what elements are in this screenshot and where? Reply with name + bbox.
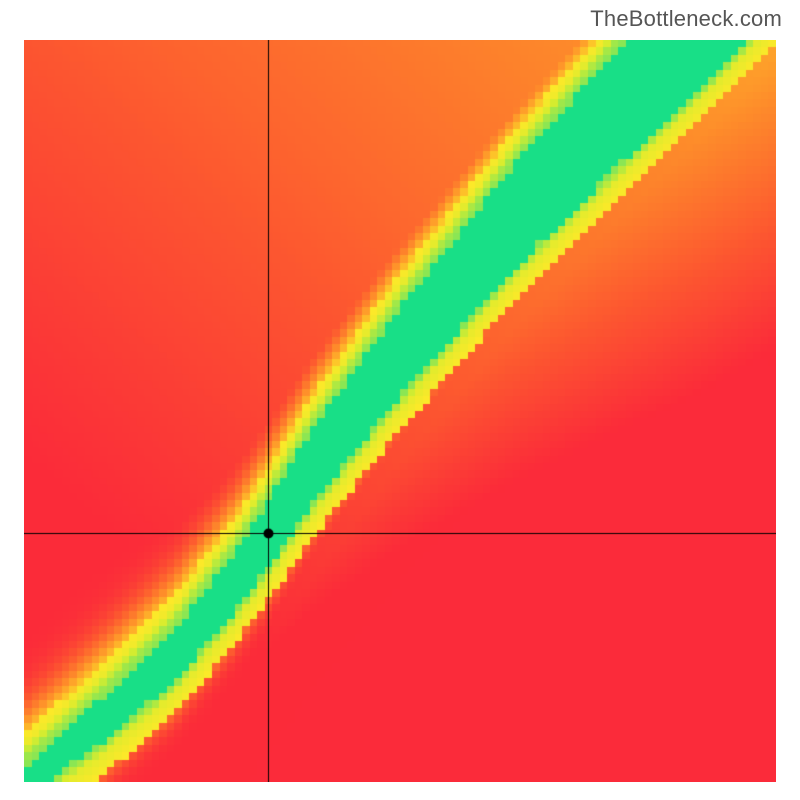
heatmap-plot xyxy=(24,40,776,782)
heatmap-canvas xyxy=(24,40,776,782)
watermark-text: TheBottleneck.com xyxy=(590,6,782,32)
